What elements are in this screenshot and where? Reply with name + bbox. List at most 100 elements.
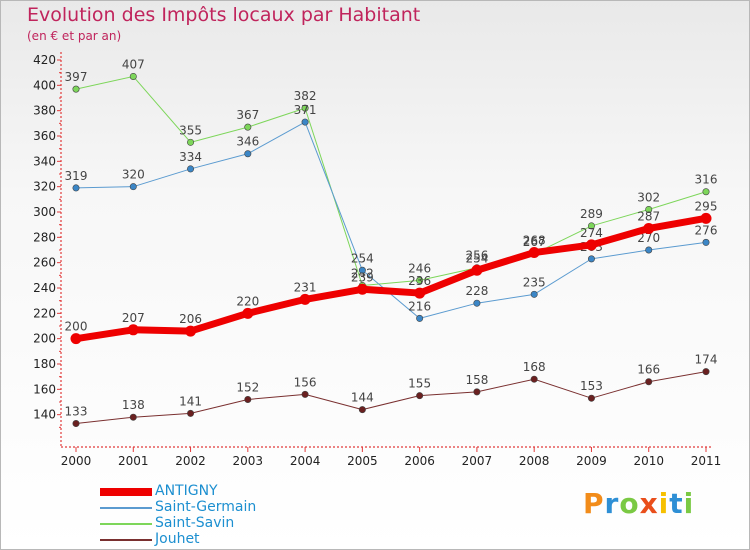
data-label-antigny: 207 — [122, 311, 145, 325]
data-label-antigny: 236 — [408, 274, 431, 288]
data-point-saint-savin — [416, 276, 424, 284]
y-tick-label: 180 — [33, 357, 56, 371]
data-label-jouhet: 152 — [236, 380, 259, 394]
data-point-saint-savin — [129, 72, 137, 80]
data-point-jouhet — [416, 392, 424, 400]
data-label-saint-germain: 320 — [122, 168, 145, 182]
data-point-saint-germain — [72, 184, 80, 192]
data-point-jouhet — [358, 406, 366, 414]
logo-letter: t — [669, 487, 684, 520]
x-tick-label: 2011 — [691, 454, 722, 468]
data-point-saint-germain — [187, 165, 195, 173]
data-point-jouhet — [244, 395, 252, 403]
y-tick-label: 240 — [33, 281, 56, 295]
data-point-jouhet — [645, 378, 653, 386]
data-point-saint-germain — [530, 290, 538, 298]
data-label-saint-savin: 246 — [408, 261, 431, 275]
y-tick-label: 140 — [33, 408, 56, 422]
data-label-saint-savin: 316 — [695, 173, 718, 187]
logo-letter: x — [639, 487, 659, 520]
series-line-jouhet — [75, 371, 707, 425]
data-label-saint-germain: 270 — [637, 231, 660, 245]
chart-title: Evolution des Impôts locaux par Habitant — [27, 4, 421, 26]
data-point-saint-savin — [301, 104, 309, 112]
logo-letter: P — [583, 487, 605, 520]
data-label-jouhet: 153 — [580, 379, 603, 393]
x-tick-label: 2002 — [175, 454, 206, 468]
data-label-saint-germain: 371 — [294, 103, 317, 117]
data-label-antigny: 220 — [236, 294, 259, 308]
legend-label: Jouhet — [155, 531, 200, 547]
data-label-jouhet: 138 — [122, 398, 145, 412]
data-point-antigny — [242, 307, 254, 319]
data-label-antigny: 268 — [523, 234, 546, 248]
y-tick-label: 260 — [33, 256, 56, 270]
y-tick-label: 400 — [33, 78, 56, 92]
y-tick-label: 380 — [33, 104, 56, 118]
data-label-jouhet: 133 — [65, 405, 88, 419]
data-point-saint-savin — [587, 222, 595, 230]
data-point-saint-germain — [129, 183, 137, 191]
y-tick-label: 340 — [33, 154, 56, 168]
data-label-jouhet: 168 — [523, 360, 546, 374]
logo-letter: r — [604, 487, 620, 520]
y-tick-label: 420 — [33, 53, 56, 67]
series-line-antigny — [75, 214, 707, 343]
series-line-saint-savin — [75, 75, 707, 286]
chart-subtitle: (en € et par an) — [27, 29, 122, 43]
data-point-saint-germain — [645, 246, 653, 254]
logo-letter: i — [683, 487, 695, 520]
data-label-saint-germain: 319 — [65, 169, 88, 183]
data-label-saint-savin: 267 — [523, 235, 546, 249]
data-point-saint-savin — [244, 123, 252, 131]
data-label-jouhet: 174 — [695, 353, 718, 367]
x-tick-label: 2007 — [462, 454, 493, 468]
data-label-jouhet: 166 — [637, 363, 660, 377]
x-tick-label: 2001 — [118, 454, 149, 468]
data-label-antigny: 200 — [65, 320, 88, 334]
data-point-antigny — [585, 239, 597, 251]
data-point-jouhet — [587, 394, 595, 402]
data-point-antigny — [127, 324, 139, 336]
data-point-antigny — [185, 325, 197, 337]
data-point-jouhet — [72, 420, 80, 428]
data-label-jouhet: 158 — [465, 373, 488, 387]
y-tick-label: 320 — [33, 180, 56, 194]
data-label-jouhet: 141 — [179, 394, 202, 408]
legend-swatch — [100, 539, 152, 541]
data-label-saint-savin: 355 — [179, 123, 202, 137]
data-label-saint-savin: 382 — [294, 89, 317, 103]
x-tick-label: 2009 — [576, 454, 607, 468]
logo-letter: i — [658, 487, 670, 520]
data-point-saint-germain — [587, 255, 595, 263]
proxiti-logo: Proxiti — [583, 487, 694, 520]
data-point-antigny — [643, 222, 655, 234]
x-tick-label: 2006 — [404, 454, 435, 468]
data-point-antigny — [700, 212, 712, 224]
data-label-antigny: 295 — [695, 199, 718, 213]
x-tick-label: 2008 — [519, 454, 550, 468]
data-point-jouhet — [129, 413, 137, 421]
data-label-saint-savin: 397 — [65, 70, 88, 84]
data-label-jouhet: 155 — [408, 377, 431, 391]
data-point-saint-germain — [301, 118, 309, 126]
data-point-saint-savin — [72, 85, 80, 93]
data-point-jouhet — [530, 375, 538, 383]
data-label-antigny: 239 — [351, 270, 374, 284]
data-label-saint-savin: 289 — [580, 207, 603, 221]
y-tick-label: 160 — [33, 382, 56, 396]
y-tick-label: 280 — [33, 230, 56, 244]
data-label-saint-germain: 254 — [351, 251, 374, 265]
data-point-jouhet — [187, 409, 195, 417]
x-tick-label: 2005 — [347, 454, 378, 468]
data-label-saint-germain: 235 — [523, 275, 546, 289]
data-label-saint-germain: 334 — [179, 150, 202, 164]
legend-swatch — [100, 523, 152, 525]
data-point-saint-germain — [473, 299, 481, 307]
data-label-saint-germain: 216 — [408, 299, 431, 313]
data-label-saint-savin: 302 — [637, 190, 660, 204]
data-label-saint-savin: 407 — [122, 57, 145, 71]
x-tick-label: 2010 — [633, 454, 664, 468]
